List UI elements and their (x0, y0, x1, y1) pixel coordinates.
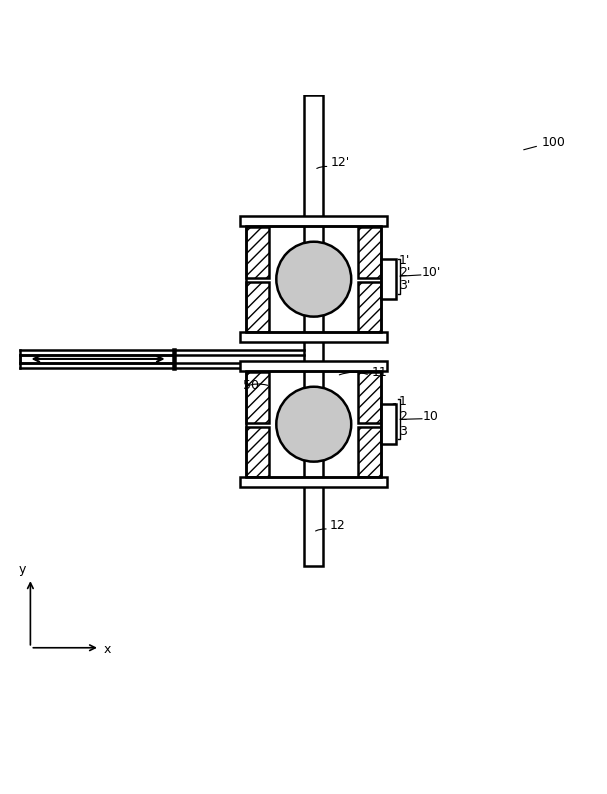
Text: 3: 3 (399, 425, 407, 438)
Text: 10: 10 (423, 410, 439, 423)
Bar (246, 426, 269, 477)
Bar (240, 216, 387, 226)
Text: x: x (104, 642, 111, 656)
Bar (359, 372, 381, 423)
Text: 12: 12 (330, 518, 345, 532)
Text: 3': 3' (399, 279, 410, 292)
Text: 100: 100 (542, 137, 566, 149)
Bar (381, 404, 396, 444)
Circle shape (276, 387, 351, 461)
Bar (246, 372, 269, 423)
Text: 1: 1 (399, 395, 407, 408)
Bar (240, 477, 387, 487)
Text: 2: 2 (399, 410, 407, 423)
Bar (359, 227, 381, 278)
Text: 1': 1' (399, 254, 410, 267)
Bar (240, 333, 387, 342)
Bar (246, 371, 381, 477)
Bar (246, 226, 381, 333)
Bar (359, 282, 381, 333)
Bar (381, 259, 396, 299)
Bar (246, 227, 269, 278)
Bar (304, 95, 323, 566)
Text: y: y (18, 564, 25, 576)
Bar (246, 282, 269, 333)
Text: 50: 50 (243, 379, 259, 391)
Text: 11: 11 (371, 367, 387, 380)
Text: 2': 2' (399, 266, 410, 279)
Circle shape (276, 241, 351, 317)
Bar (359, 426, 381, 477)
Text: 10': 10' (422, 266, 441, 279)
Text: 12': 12' (331, 156, 350, 169)
Bar (240, 361, 387, 371)
